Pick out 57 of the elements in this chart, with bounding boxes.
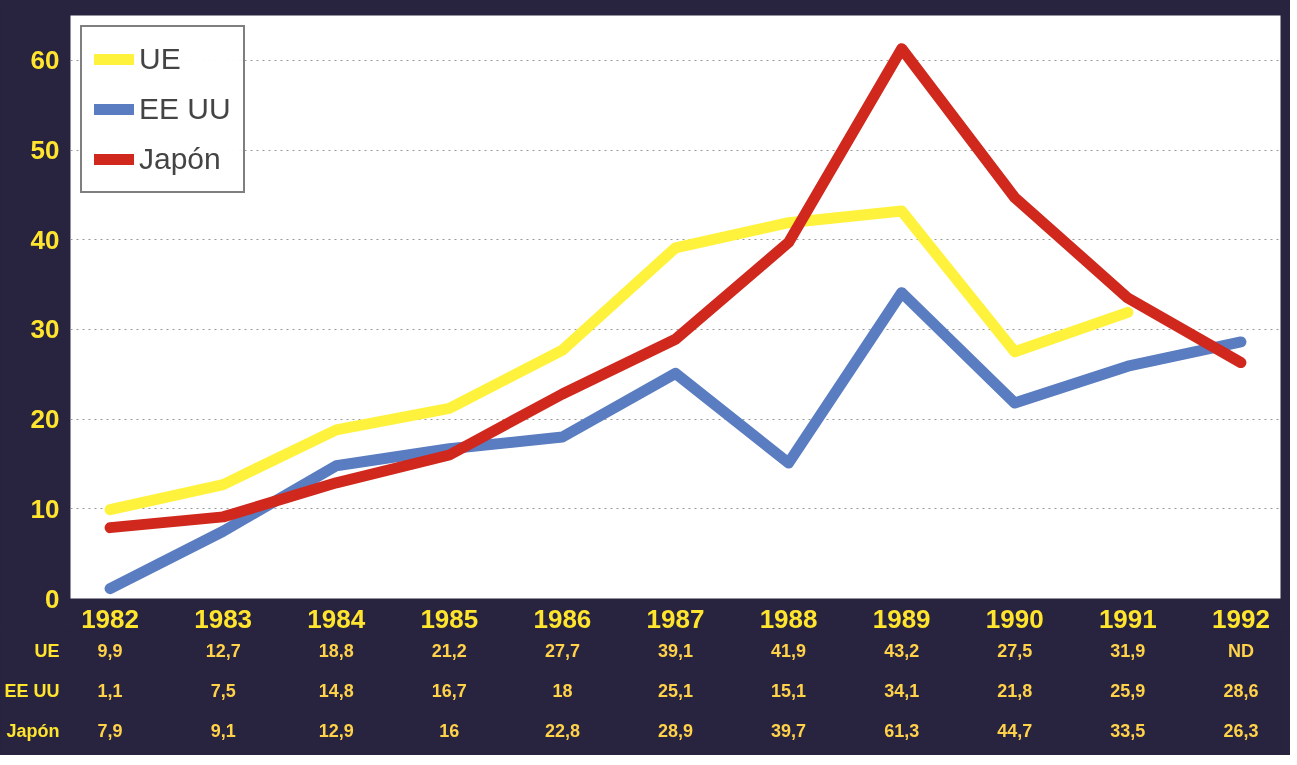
data-label: 12,9 xyxy=(318,721,354,741)
data-label: 28,6 xyxy=(1223,681,1259,701)
y-tick-label: 40 xyxy=(30,224,60,255)
legend-label: Japón xyxy=(139,141,221,177)
data-label: 15,1 xyxy=(771,681,807,701)
data-label: 9,9 xyxy=(97,641,123,661)
x-tick-label: 1988 xyxy=(759,603,818,634)
data-label: 27,7 xyxy=(544,641,580,661)
data-label: 16,7 xyxy=(431,681,467,701)
data-label: 34,1 xyxy=(884,681,920,701)
x-tick-label: 1990 xyxy=(985,603,1044,634)
data-label: 18,8 xyxy=(318,641,354,661)
data-label: 41,9 xyxy=(771,641,807,661)
y-tick-label: 10 xyxy=(30,493,60,524)
x-tick-label: 1983 xyxy=(194,603,253,634)
x-tick-label: 1992 xyxy=(1212,603,1270,634)
data-label: 39,7 xyxy=(771,721,807,741)
data-label: 18 xyxy=(552,681,573,701)
data-label: 1,1 xyxy=(97,681,123,701)
data-label: 22,8 xyxy=(544,721,580,741)
y-tick-label: 0 xyxy=(45,583,60,614)
x-tick-label: 1982 xyxy=(81,603,139,634)
data-label: 7,5 xyxy=(210,681,236,701)
y-tick-label: 20 xyxy=(30,404,60,435)
data-label: 44,7 xyxy=(997,721,1033,741)
data-label: 33,5 xyxy=(1110,721,1146,741)
text: ND xyxy=(1227,640,1254,661)
x-tick-label: 1991 xyxy=(1098,603,1157,634)
data-label: 31,9 xyxy=(1110,641,1146,661)
y-tick-label: 50 xyxy=(30,135,60,166)
data-label: 9,1 xyxy=(210,721,236,741)
y-tick-label: 60 xyxy=(30,45,60,76)
data-label: 12,7 xyxy=(205,641,241,661)
data-label: 26,3 xyxy=(1223,721,1259,741)
x-tick-label: 1985 xyxy=(420,603,479,634)
data-label: 39,1 xyxy=(657,641,694,661)
legend-label: UE xyxy=(139,41,181,77)
data-label: 21,8 xyxy=(997,681,1033,701)
data-label: 28,9 xyxy=(657,721,694,741)
data-label: 16 xyxy=(439,721,460,741)
data-label: 21,2 xyxy=(431,641,467,661)
x-tick-label: 1987 xyxy=(646,603,705,634)
data-label: 61,3 xyxy=(884,721,920,741)
data-label: 25,1 xyxy=(657,681,694,701)
y-tick-label: 30 xyxy=(30,314,60,345)
x-tick-label: 1989 xyxy=(872,603,931,634)
x-tick-label: 1984 xyxy=(307,603,366,634)
data-label: 43,2 xyxy=(884,641,920,661)
data-label: 25,9 xyxy=(1110,681,1146,701)
data-label: 27,5 xyxy=(997,641,1033,661)
data-label: 7,9 xyxy=(97,721,123,741)
legend-label: EE UU xyxy=(139,91,231,127)
text: EE UU xyxy=(4,680,60,701)
text: Japón xyxy=(6,720,60,741)
x-tick-label: 1986 xyxy=(533,603,592,634)
data-label: 14,8 xyxy=(318,681,354,701)
text: UE xyxy=(34,640,60,661)
